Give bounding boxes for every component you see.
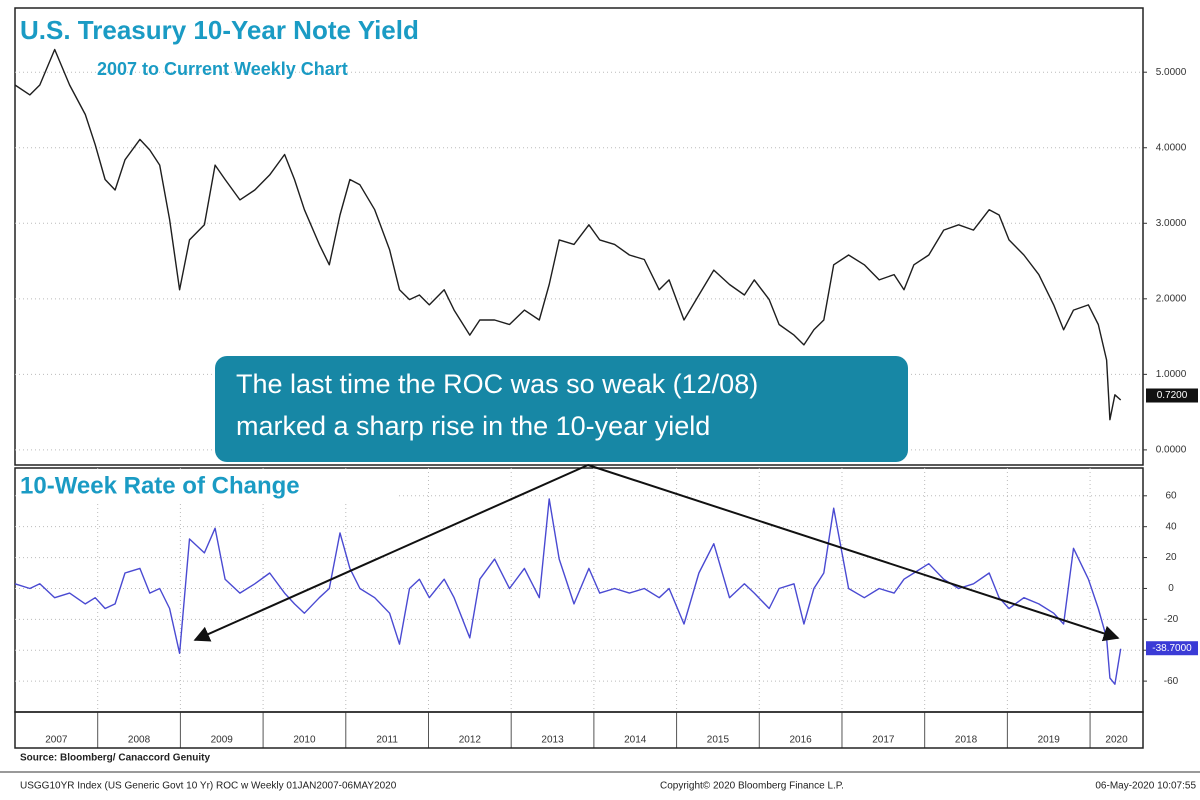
- title-backdrop: [16, 472, 396, 502]
- x-tick-label: 2010: [293, 735, 316, 746]
- x-tick-label: 2020: [1105, 735, 1128, 746]
- y-tick-label: 2.0000: [1156, 293, 1187, 304]
- description: USGG10YR Index (US Generic Govt 10 Yr) R…: [20, 781, 397, 792]
- annotation-text: The last time the ROC was so weak (12/08…: [236, 369, 758, 399]
- x-tick-label: 2009: [211, 735, 234, 746]
- y-tick-label: 1.0000: [1156, 369, 1187, 380]
- x-tick-label: 2007: [45, 735, 68, 746]
- x-tick-label: 2015: [707, 735, 730, 746]
- chart-title: U.S. Treasury 10-Year Note Yield: [20, 15, 419, 45]
- y-tick-label: 40: [1165, 521, 1177, 532]
- data-line: [14, 498, 1122, 685]
- arrow: [587, 464, 1120, 642]
- x-tick-label: 2019: [1038, 735, 1061, 746]
- axis-frame: [14, 711, 1144, 749]
- y-tick-label: 0: [1168, 583, 1174, 594]
- x-tick-label: 2014: [624, 735, 647, 746]
- current-value-box: [1146, 388, 1198, 403]
- current-value-box: [1146, 641, 1198, 656]
- x-tick-label: 2016: [790, 735, 813, 746]
- panel-title: 10-Week Rate of Change: [20, 472, 300, 499]
- x-tick-label: 2011: [376, 735, 398, 746]
- x-tick-label: 2012: [459, 735, 482, 746]
- y-tick-label: -20: [1164, 614, 1179, 625]
- data-line: [14, 48, 1122, 421]
- x-tick-label: 2008: [128, 735, 151, 746]
- annotation-text: marked a sharp rise in the 10-year yield: [236, 411, 710, 441]
- annotation-box: [215, 356, 908, 462]
- plot-frame: [14, 7, 1144, 466]
- chart-subtitle: 2007 to Current Weekly Chart: [97, 59, 348, 79]
- y-tick-label: 5.0000: [1156, 67, 1187, 78]
- x-tick-label: 2017: [872, 735, 895, 746]
- y-tick-label: 0.0000: [1156, 445, 1187, 456]
- y-tick-label: 20: [1165, 552, 1177, 563]
- current-value-label: 0.7200: [1157, 390, 1188, 401]
- arrow: [193, 464, 589, 642]
- y-tick-label: -60: [1164, 676, 1179, 687]
- copyright: Copyright© 2020 Bloomberg Finance L.P.: [660, 781, 844, 792]
- x-tick-label: 2013: [541, 735, 564, 746]
- current-value-label: -38.7000: [1152, 643, 1192, 654]
- y-tick-label: 60: [1165, 490, 1177, 501]
- timestamp: 06-May-2020 10:07:55: [1095, 781, 1196, 792]
- y-tick-label: 3.0000: [1156, 218, 1187, 229]
- x-tick-label: 2018: [955, 735, 978, 746]
- source: Source: Bloomberg/ Canaccord Genuity: [20, 753, 210, 764]
- y-tick-label: 4.0000: [1156, 142, 1187, 153]
